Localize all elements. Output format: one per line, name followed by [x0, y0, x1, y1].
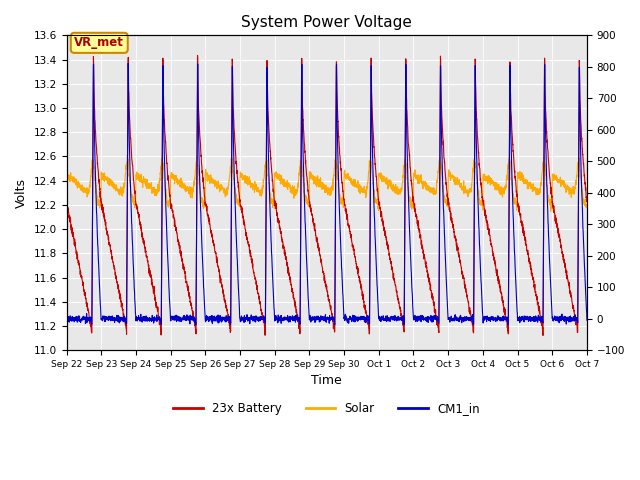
Solar	[122, 168, 130, 174]
Title: System Power Voltage: System Power Voltage	[241, 15, 412, 30]
23x Battery	[63, 196, 70, 202]
Solar	[583, 204, 591, 210]
Solar	[63, 173, 70, 179]
Solar	[547, 208, 554, 214]
Line: Solar: Solar	[67, 155, 587, 211]
CM1_in	[192, 322, 200, 328]
Solar	[153, 187, 161, 193]
23x Battery	[194, 52, 202, 58]
Line: 23x Battery: 23x Battery	[67, 55, 587, 336]
23x Battery	[583, 196, 591, 202]
23x Battery	[539, 333, 547, 338]
X-axis label: Time: Time	[311, 374, 342, 387]
CM1_in	[573, 317, 581, 323]
23x Battery	[285, 273, 292, 278]
Text: VR_met: VR_met	[74, 36, 124, 49]
CM1_in	[517, 314, 525, 320]
CM1_in	[285, 316, 293, 322]
23x Battery	[153, 304, 161, 310]
CM1_in	[262, 148, 270, 154]
Legend: 23x Battery, Solar, CM1_in: 23x Battery, Solar, CM1_in	[169, 397, 484, 420]
Solar	[124, 152, 131, 158]
Solar	[285, 182, 292, 188]
Line: CM1_in: CM1_in	[67, 63, 587, 325]
Solar	[262, 161, 270, 167]
23x Battery	[573, 322, 581, 327]
23x Battery	[262, 178, 270, 184]
CM1_in	[122, 318, 130, 324]
CM1_in	[63, 315, 70, 321]
CM1_in	[583, 317, 591, 323]
CM1_in	[124, 60, 132, 66]
Solar	[517, 177, 525, 182]
Y-axis label: Volts: Volts	[15, 178, 28, 208]
Solar	[573, 172, 581, 178]
23x Battery	[517, 216, 525, 222]
23x Battery	[122, 323, 130, 329]
CM1_in	[153, 315, 161, 321]
